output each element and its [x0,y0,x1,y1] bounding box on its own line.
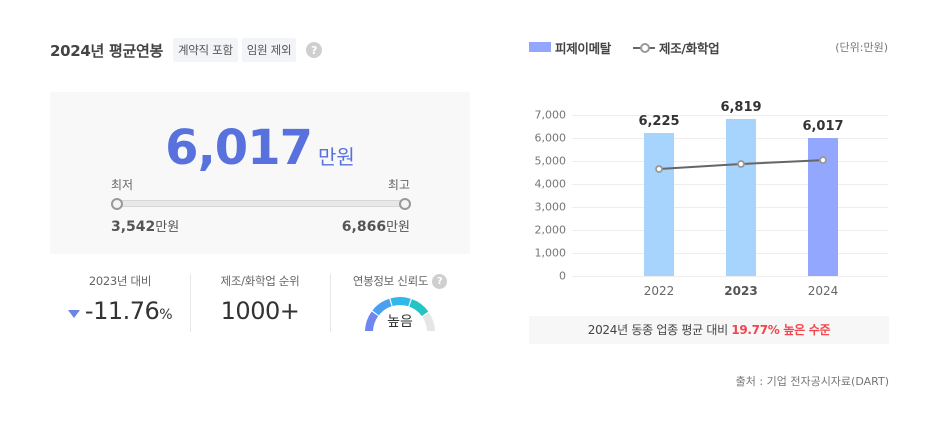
unit-note: (단위:만원) [835,41,888,54]
line-legend-marker-icon [633,42,656,53]
average-salary-value: 6,017 [165,120,313,176]
average-salary: 6,017 만원 [50,120,470,176]
help-icon[interactable]: ? [432,273,448,289]
average-salary-box: 6,017 만원 최저 최고 3,542만원 6,866만원 [50,92,470,254]
stat-rank-label: 제조/화학업 순위 [220,274,300,288]
y-axis-tick: 7,000 [534,108,567,122]
x-axis-tick: 2024 [807,284,839,298]
stat-reliability: 연봉정보 신뢰도 ? 높음 [330,268,470,338]
stat-yoy-value: -11.76% [50,297,190,325]
data-source: 출처 : 기업 전자공시자료(DART) [735,375,889,388]
stat-rank-value: 1000+ [220,297,300,325]
line-point-marker-icon [737,160,745,168]
salary-range-track [116,200,405,207]
comparison-highlight: 19.77% 높은 수준 [731,323,831,337]
comparison-prefix: 2024년 동종 업종 평균 대비 [587,323,732,337]
bar-value-label: 6,225 [638,113,680,129]
y-axis-tick: 1,000 [534,246,567,260]
min-salary-value: 3,542 [111,219,156,235]
gauge-arc-icon [365,297,435,331]
max-salary-unit: 만원 [386,220,410,235]
reliability-value: 높음 [387,314,413,330]
min-salary: 3,542만원 [111,216,179,235]
stat-yoy: 2023년 대비 -11.76% [50,268,190,338]
max-salary-value: 6,866 [341,219,387,235]
bar-legend-swatch-icon [529,42,551,52]
bar-2023[interactable] [726,119,756,276]
reliability-gauge: 높음 [363,295,437,331]
stat-reliability-label: 연봉정보 신뢰도 ? [330,273,470,289]
min-marker-icon [111,198,123,210]
bar-value-label: 6,017 [802,118,844,134]
x-axis-tick: 2022 [643,284,675,298]
y-axis-tick: 0 [559,269,566,283]
page-title: 2024년 평균연봉 [50,41,163,60]
bar-2022[interactable] [644,132,674,276]
average-salary-unit: 만원 [318,145,355,169]
industry-comparison: 2024년 동종 업종 평균 대비 19.77% 높은 수준 [529,316,889,344]
max-salary: 6,866만원 [342,216,410,235]
trend-down-icon [67,310,80,318]
gridline [572,115,888,116]
y-axis-tick: 4,000 [534,177,567,191]
min-salary-unit: 만원 [155,220,180,235]
max-label: 최고 [387,178,410,192]
tag-executive-excluded: 임원 제외 [241,38,297,62]
max-marker-icon [399,198,411,210]
y-axis-tick: 2,000 [534,223,567,237]
stats-row: 2023년 대비 -11.76% 제조/화학업 순위 1000+ 연봉정보 신뢰… [50,268,470,338]
legend-industry: 제조/화학업 [659,40,720,56]
stat-industry-rank: 제조/화학업 순위 1000+ [190,268,330,338]
line-point-marker-icon [655,165,663,173]
min-label: 최저 [111,178,134,192]
y-axis-tick: 5,000 [534,154,567,168]
line-point-marker-icon [819,156,827,164]
help-icon[interactable]: ? [306,42,323,58]
bar-value-label: 6,819 [720,100,762,116]
legend-company: 피제이메탈 [555,40,612,56]
salary-header: 2024년 평균연봉 계약직 포함 임원 제외 ? [50,37,323,63]
industry-line [655,156,827,173]
x-axis-tick: 2023 [724,284,758,298]
tag-contract-included: 계약직 포함 [172,38,238,62]
salary-chart: 0 1,000 2,000 3,000 4,000 5,000 6,000 7,000 6,22… [528,100,890,300]
y-axis-tick: 3,000 [534,200,567,214]
chart-legend: 피제이메탈 제조/화학업 [529,37,741,57]
y-axis-tick: 6,000 [534,131,567,145]
gridline [572,276,888,277]
stat-yoy-label: 2023년 대비 [88,274,152,288]
